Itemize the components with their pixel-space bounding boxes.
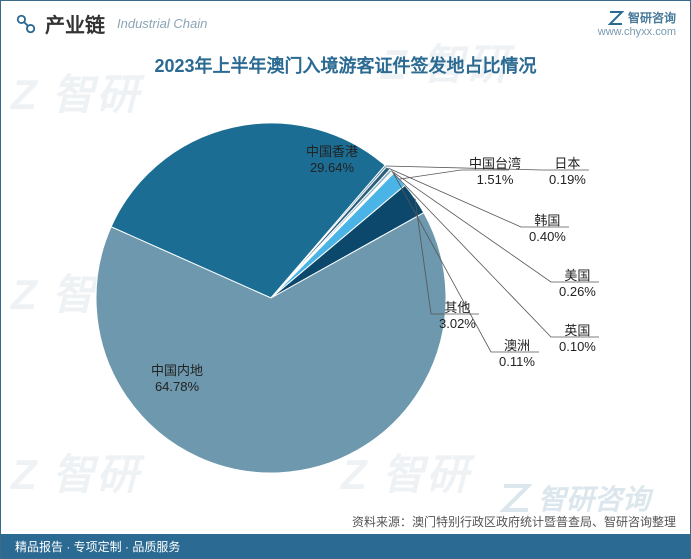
footer-source: 资料来源：澳门特别行政区政府统计暨普查局、智研咨询整理 [352,513,676,530]
slice-label-中国内地: 中国内地64.78% [151,363,203,396]
slice-label-日本: 日本0.19% [549,156,586,189]
slice-label-中国香港: 中国香港29.64% [306,144,358,177]
pie-chart: 中国香港29.64% 中国内地64.78% 中国台湾1.51% 日本0.19% 韩国0.… [1,78,691,498]
slice-label-其他: 其他3.02% [439,300,476,333]
slice-label-澳洲: 澳洲0.11% [499,338,535,371]
header-title-cn: 产业链 [45,9,105,38]
brand-url: www.chyxx.com [598,26,676,38]
chart-title: 2023年上半年澳门入境游客证件签发地占比情况 [1,52,690,78]
brand-name: 智研咨询 [628,9,676,26]
footer-bar: 精品报告 · 专项定制 · 品质服务 [1,534,690,558]
header-left: 产业链 Industrial Chain [15,9,207,38]
chain-icon [15,13,37,35]
header-right: 智研咨询 www.chyxx.com [598,9,676,38]
header: 产业链 Industrial Chain 智研咨询 www.chyxx.com [1,1,690,42]
header-title-en: Industrial Chain [117,16,207,31]
brand-icon [608,10,624,26]
slice-label-美国: 美国0.26% [559,268,596,301]
slice-label-英国: 英国0.10% [559,323,596,356]
footer-tagline: 精品报告 · 专项定制 · 品质服务 [15,538,180,555]
slice-label-韩国: 韩国0.40% [529,213,566,246]
slice-label-中国台湾: 中国台湾1.51% [469,156,521,189]
